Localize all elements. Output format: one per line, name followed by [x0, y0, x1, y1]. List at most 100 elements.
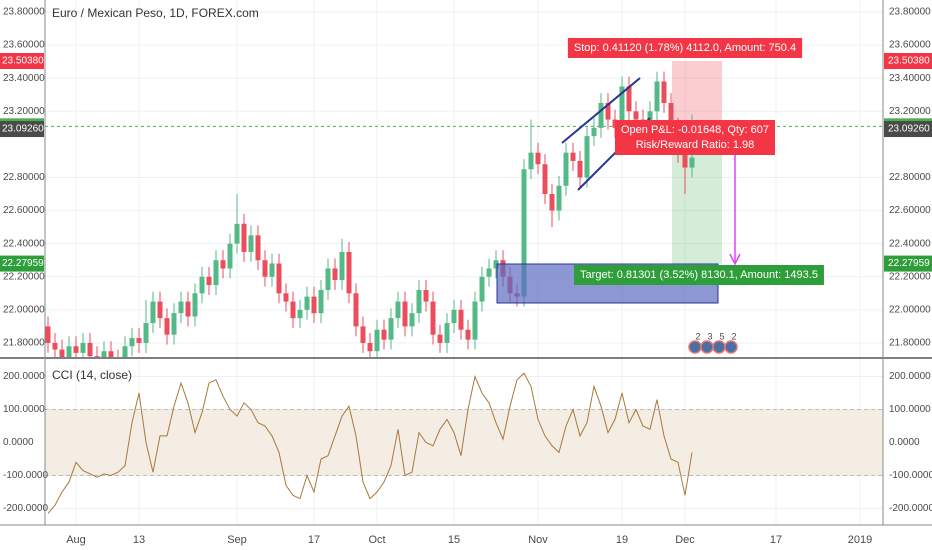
candle-body — [430, 301, 436, 335]
target-label-text: Target: 0.81301 (3.52%) 8130.1, Amount: … — [580, 269, 818, 281]
x-tick-label: 17 — [308, 534, 320, 546]
y-tick-label-left: 21.80000 — [3, 338, 45, 349]
candle-body — [290, 301, 296, 319]
candle-body — [220, 260, 226, 269]
candle-body — [178, 301, 184, 314]
candle-body — [73, 346, 79, 353]
price-tag — [884, 121, 932, 138]
y-tick-label-left: 23.20000 — [3, 106, 45, 117]
candle-body — [213, 260, 219, 286]
candle-body — [157, 301, 163, 319]
labels-layer: Aug 13 Sep 17 Oct 15 Nov 19 Dec 17 2019 23.80000 23.… — [0, 7, 932, 546]
price-tag-label: 22.27959 — [888, 258, 930, 269]
candle-body — [241, 223, 247, 252]
x-tick-label: 2019 — [848, 534, 872, 546]
y-tick-label-left: 100.0000 — [3, 404, 45, 415]
candle-body — [367, 342, 373, 352]
candle-body — [150, 301, 156, 324]
candle-body — [360, 326, 366, 343]
candle-body — [332, 268, 338, 281]
candle-body — [129, 337, 135, 347]
candle-body — [570, 152, 576, 161]
candle-body — [185, 301, 191, 317]
candle-body — [136, 337, 142, 343]
candle-body — [689, 157, 695, 168]
candle-body — [199, 276, 205, 294]
candle-body — [171, 313, 177, 335]
candle-body — [325, 268, 331, 290]
event-count: 2 — [695, 331, 700, 341]
candle-body — [472, 301, 478, 340]
target-label-box — [574, 265, 824, 285]
candle-body — [612, 119, 618, 128]
candle-body — [122, 346, 128, 357]
candle-body — [283, 293, 289, 302]
price-tag-left — [0, 53, 44, 70]
y-tick-label-left: 22.40000 — [3, 238, 45, 249]
event-icon — [700, 340, 714, 354]
x-tick-label: 13 — [133, 534, 145, 546]
candle-body — [409, 313, 415, 327]
stop-label-text: Stop: 0.41120 (1.78%) 4112.0, Amount: 75… — [574, 42, 796, 54]
x-tick-label: Sep — [227, 534, 247, 546]
candle-body — [311, 296, 317, 314]
candle-body — [605, 103, 611, 120]
candle-body — [276, 263, 282, 294]
price-tag-label: 23.50380 — [888, 56, 930, 67]
price-tag-left-label: 22.27959 — [2, 258, 44, 269]
candle-body — [80, 342, 86, 353]
candle-body — [52, 342, 58, 350]
candle-body — [262, 260, 268, 277]
candle-body — [45, 326, 51, 343]
candle-body — [206, 276, 212, 286]
y-tick-label: -100.0000 — [889, 470, 932, 481]
price-tag-left — [0, 255, 44, 272]
pnl-label-text: Risk/Reward Ratio: 1.98 — [636, 139, 755, 151]
y-tick-label: 23.60000 — [889, 40, 931, 51]
candle-body — [227, 243, 233, 269]
event-icon — [688, 340, 702, 354]
cci-layer — [47, 372, 693, 514]
y-tick-label: -200.0000 — [889, 503, 932, 514]
candle-body — [584, 136, 590, 178]
candle-body — [304, 296, 310, 310]
candle-body — [94, 356, 100, 357]
cci-band — [45, 409, 883, 476]
candle-body — [346, 251, 352, 294]
y-tick-label: 23.40000 — [889, 73, 931, 84]
candle-body — [535, 152, 541, 165]
stop-label-box — [567, 38, 803, 58]
event-count: 5 — [719, 331, 724, 341]
price-tag — [884, 255, 932, 272]
y-tick-label: 22.80000 — [889, 172, 931, 183]
y-tick-label-left: 22.20000 — [3, 271, 45, 282]
y-tick-label: 200.0000 — [889, 371, 931, 382]
pnl-label-text: Open P&L: -0.01648, Qty: 607 — [621, 124, 769, 136]
candle-body — [668, 103, 674, 128]
candle-body — [374, 329, 380, 352]
y-tick-label-left: 0.0000 — [3, 437, 34, 448]
candle-body — [577, 160, 583, 178]
candle-body — [528, 152, 534, 170]
candle-body — [437, 334, 443, 343]
y-tick-label: 22.40000 — [889, 238, 931, 249]
candle-body — [493, 260, 499, 269]
candle-body — [619, 86, 625, 128]
y-tick-label-left: -200.0000 — [3, 503, 48, 514]
candle-body — [87, 342, 93, 357]
candle-body — [647, 111, 653, 128]
candle-body — [388, 318, 394, 340]
y-tick-label-left: 22.80000 — [3, 172, 45, 183]
candle-body — [444, 323, 450, 343]
price-tag-left — [0, 121, 44, 138]
candle-body — [556, 185, 562, 211]
stop-zone — [672, 61, 722, 130]
x-tick-label: Dec — [675, 534, 695, 546]
y-tick-label: 21.80000 — [889, 338, 931, 349]
cci-band-layer — [45, 409, 883, 476]
x-tick-label: 19 — [616, 534, 628, 546]
candle-body — [563, 152, 569, 186]
candle-body — [192, 293, 198, 317]
